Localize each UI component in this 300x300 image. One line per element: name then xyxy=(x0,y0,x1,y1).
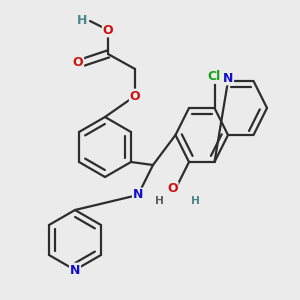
Text: N: N xyxy=(133,188,143,202)
Text: N: N xyxy=(223,71,233,85)
Text: N: N xyxy=(70,263,80,277)
Text: H: H xyxy=(190,196,200,206)
Text: O: O xyxy=(73,56,83,70)
Text: O: O xyxy=(103,23,113,37)
Text: H: H xyxy=(77,14,88,28)
Text: O: O xyxy=(130,89,140,103)
Text: O: O xyxy=(167,182,178,196)
Text: H: H xyxy=(154,196,164,206)
Text: Cl: Cl xyxy=(208,70,221,83)
